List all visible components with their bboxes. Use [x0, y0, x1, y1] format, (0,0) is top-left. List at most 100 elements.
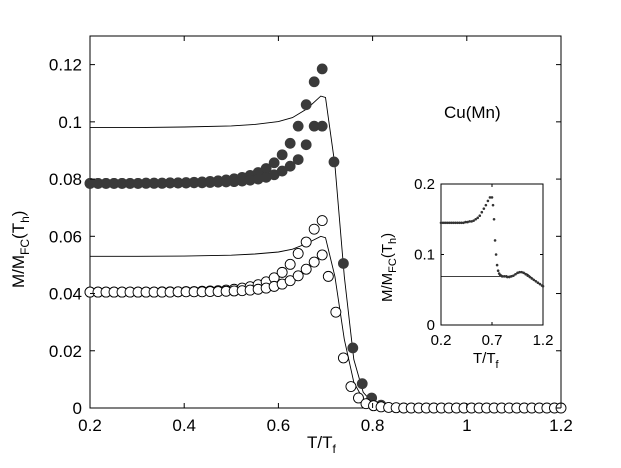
y-tick-label: 0.08 [49, 170, 82, 189]
data-point [345, 381, 357, 392]
data-point [470, 220, 473, 223]
data-point [316, 249, 328, 261]
data-point [292, 248, 304, 259]
data-point [449, 221, 453, 225]
data-point [476, 216, 480, 220]
data-point [474, 217, 477, 221]
data-point [447, 221, 451, 225]
data-point [528, 275, 532, 279]
data-point [512, 274, 515, 277]
main-ticks: 0.2 0.4 0.6 0.8 1 1.2 0 0.02 0.04 0.06 0.08 0.1 0.12 [49, 36, 573, 435]
data-point [316, 215, 328, 227]
data-point [541, 284, 545, 288]
data-point [491, 203, 495, 207]
data-point [506, 275, 509, 279]
data-point [478, 214, 482, 218]
data-point [292, 154, 304, 166]
x-tick-label: 0.8 [361, 416, 385, 435]
data-point [526, 274, 529, 277]
x-tick-label: 0.2 [78, 416, 102, 435]
y-tick-label: 0 [427, 317, 435, 334]
main-markers [84, 63, 567, 414]
data-point [510, 275, 513, 278]
y-tick-label: 0.06 [49, 227, 82, 246]
data-point [453, 221, 457, 225]
data-point [439, 221, 443, 225]
data-point [284, 275, 296, 287]
data-point [337, 352, 349, 364]
data-point [284, 258, 296, 270]
data-point [462, 221, 465, 225]
data-point [451, 221, 455, 225]
inset-axes: 0.2 0.7 1.2 0 0.1 0.2 T/Tf M/MFC(Th) [379, 176, 553, 371]
x-tick-label: 0.2 [431, 332, 452, 349]
x-tick-label: 0.7 [482, 332, 503, 349]
x-tick-label: 0.6 [267, 416, 291, 435]
data-point [492, 217, 496, 221]
data-point [308, 223, 320, 235]
data-point [445, 221, 449, 225]
data-point [300, 99, 312, 111]
x-tick-label: 1.2 [533, 332, 554, 349]
data-point [292, 120, 304, 132]
data-point [496, 269, 500, 273]
data-point [468, 220, 471, 223]
x-tick-label: 1.2 [549, 416, 573, 435]
data-point [337, 258, 349, 269]
data-point [502, 275, 506, 278]
data-point [530, 277, 534, 280]
data-point [520, 270, 523, 274]
data-point [488, 196, 492, 199]
y-tick-label: 0.02 [49, 342, 82, 361]
data-point [276, 149, 288, 161]
y-tick-label: 0.2 [414, 176, 435, 193]
data-point [458, 221, 461, 225]
data-point [486, 199, 490, 203]
data-point [276, 165, 288, 177]
data-point [516, 271, 519, 275]
y-tick-label: 0.12 [49, 56, 82, 75]
data-point [356, 378, 368, 390]
inset-markers [439, 196, 545, 288]
data-point [495, 263, 499, 267]
data-point [353, 392, 364, 404]
data-point [480, 210, 484, 214]
x-tick-label: 1 [462, 416, 471, 435]
data-point [456, 221, 459, 225]
data-point [443, 221, 447, 225]
inset-y-axis-label: M/MFC(Th) [379, 233, 399, 302]
data-point [330, 306, 342, 318]
data-point [508, 275, 511, 279]
data-point [524, 272, 527, 276]
main-axes: 0.2 0.4 0.6 0.8 1 1.2 0 0.02 0.04 0.06 0.08 0.1 0.12… [9, 35, 573, 456]
data-point [464, 220, 467, 224]
data-point [300, 236, 312, 248]
data-point [493, 239, 497, 242]
y-tick-label: 0.04 [49, 285, 82, 304]
data-point [322, 270, 334, 282]
inset-ticks: 0.2 0.7 1.2 0 0.1 0.2 [414, 176, 553, 349]
data-point [276, 266, 288, 278]
data-point [308, 76, 320, 88]
data-point [494, 253, 498, 256]
data-point [284, 137, 296, 149]
data-point [490, 196, 494, 199]
data-point [518, 270, 521, 274]
data-point [328, 156, 340, 168]
data-point [514, 272, 517, 276]
data-point [316, 63, 328, 75]
y-tick-label: 0 [73, 399, 82, 418]
data-point [522, 271, 525, 275]
data-point [482, 207, 486, 210]
data-point [316, 120, 328, 132]
data-point [534, 279, 538, 283]
data-point [460, 221, 463, 225]
data-point [532, 278, 536, 282]
data-point [500, 275, 504, 278]
inset-x-axis-label: T/Tf [473, 350, 500, 371]
y-tick-label: 0.1 [414, 247, 435, 264]
data-point [538, 282, 542, 286]
data-point [300, 139, 312, 151]
data-point [536, 281, 540, 285]
